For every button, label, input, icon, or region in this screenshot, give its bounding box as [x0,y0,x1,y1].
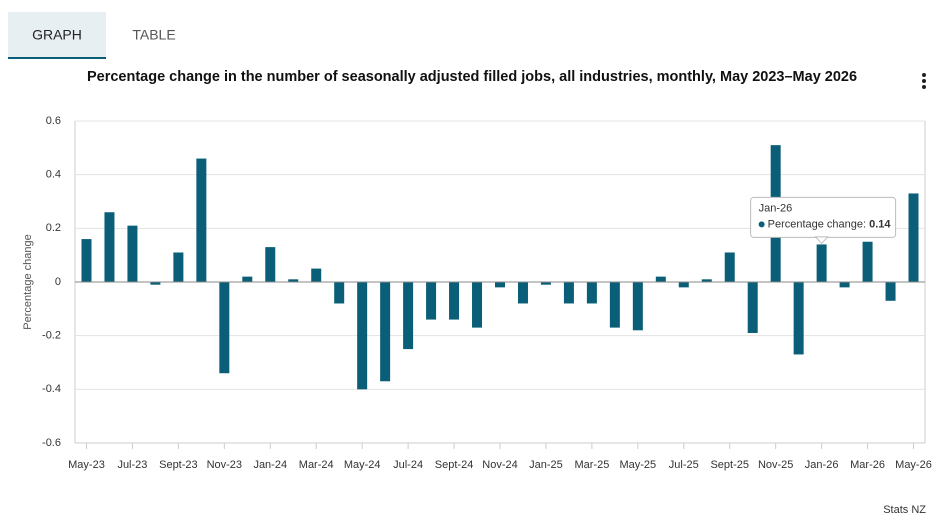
x-tick-label: Nov-23 [207,459,242,471]
bar [862,241,873,282]
x-tick-label: May-26 [895,459,932,471]
bar [701,279,712,282]
bar [724,252,735,282]
y-tick-label: -0.2 [42,330,61,342]
bar [747,282,758,333]
y-tick-label: -0.6 [42,437,61,449]
bar [288,279,299,282]
bar [586,282,597,304]
y-tick-label: 0 [55,276,61,288]
y-tick-label: -0.4 [42,383,61,395]
source: Stats NZ [883,504,926,516]
x-tick-label: Nov-25 [758,459,793,471]
bar [472,282,483,328]
tooltip: Jan-26 Percentage change: 0.14 [750,196,897,245]
bar [632,282,643,331]
tooltip-series: Percentage change: [768,218,866,230]
x-tick-label: Sept-25 [710,459,749,471]
x-tick-label: May-23 [68,459,105,471]
x-tick-label: Mar-24 [299,459,334,471]
tab-active-bg[interactable] [8,12,106,58]
bar [357,282,368,390]
bar [655,276,666,282]
bar [426,282,437,320]
bar [839,282,850,288]
bar [793,282,804,355]
x-tick-label: Jan-26 [805,459,839,471]
tab-graph[interactable]: GRAPH [32,27,82,43]
bar [885,282,896,301]
tooltip-label: Percentage change: 0.14 [768,218,892,230]
x-tick-label: Nov-24 [482,459,517,471]
y-tick-label: 0.2 [46,222,61,234]
bar [908,193,919,282]
tooltip-title: Jan-26 [759,202,793,214]
bar [540,282,551,285]
x-tick-label: Jan-25 [529,459,563,471]
bar [609,282,620,328]
bar [334,282,345,304]
x-tick-label: Sept-23 [159,459,198,471]
bar [242,276,253,282]
x-tick-label: Jul-25 [669,459,699,471]
bar [81,239,92,282]
bar [563,282,574,304]
tooltip-value: 0.14 [869,218,891,230]
bar [517,282,528,304]
bar [816,244,827,282]
bar [219,282,230,374]
x-tick-label: Mar-25 [574,459,609,471]
x-tick-label: Sept-24 [435,459,474,471]
chart-title: Percentage change in the number of seaso… [87,69,857,85]
bar [678,282,689,288]
tooltip-dot [758,221,765,228]
x-tick-label: Mar-26 [850,459,885,471]
x-tick-label: Jul-24 [393,459,423,471]
bar [127,225,138,282]
bar [104,212,115,282]
bar [495,282,505,288]
bar [265,247,276,282]
y-axis-label: Percentage change [22,234,34,329]
menu-icon[interactable] [922,73,926,89]
bar [150,282,161,285]
bar [403,282,414,350]
x-tick-label: May-25 [619,459,656,471]
x-tick-label: Jul-23 [117,459,147,471]
bar [311,268,322,282]
y-tick-label: 0.4 [46,169,61,181]
bar [380,282,391,382]
y-tick-label: 0.6 [46,115,61,127]
tab-table[interactable]: TABLE [132,27,175,43]
bar [449,282,460,320]
tooltip-pointer [814,236,829,245]
bar [173,252,184,282]
bar [196,158,207,282]
x-tick-label: May-24 [344,459,381,471]
x-tick-label: Jan-24 [253,459,287,471]
